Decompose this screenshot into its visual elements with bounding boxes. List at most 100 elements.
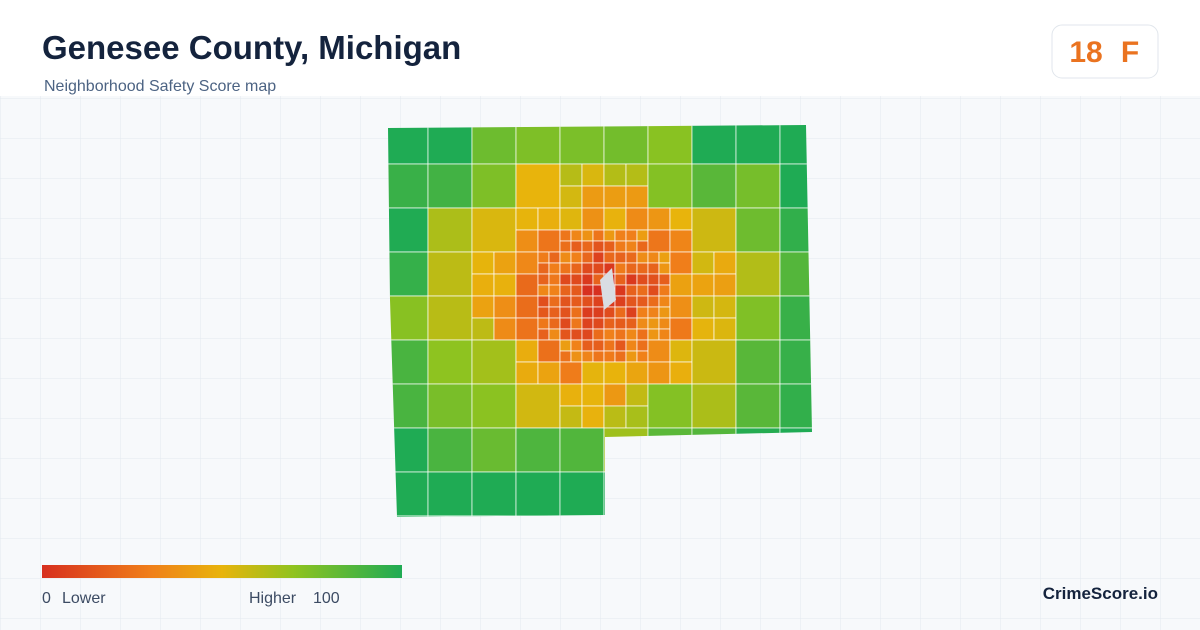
map-region [713, 251, 737, 275]
map-region [669, 361, 693, 385]
map-region [515, 317, 539, 341]
map-region [658, 328, 671, 341]
badge-box [1051, 24, 1159, 79]
map-region [537, 328, 550, 341]
map-region [570, 339, 583, 352]
map-region [603, 306, 616, 319]
map-region [537, 284, 550, 297]
map-region [581, 185, 605, 209]
map-region [636, 240, 649, 253]
map-region [581, 240, 594, 253]
map-region [636, 317, 649, 330]
map-region [735, 295, 781, 341]
map-region [559, 471, 605, 517]
map-region [581, 229, 594, 242]
map-region [603, 361, 627, 385]
map-region [625, 284, 638, 297]
map-region [559, 405, 583, 429]
map-region [592, 262, 605, 275]
map-region [592, 229, 605, 242]
map-region [691, 251, 715, 275]
map-region [537, 361, 561, 385]
map-region [515, 251, 539, 275]
map-region [581, 328, 594, 341]
map-region [537, 317, 550, 330]
map-region [603, 317, 616, 330]
map-region [559, 317, 572, 330]
map-region [636, 229, 649, 242]
map-region [614, 295, 627, 308]
map-region [388, 339, 429, 385]
map-region [669, 251, 693, 275]
map-region [603, 185, 627, 209]
map-region [570, 240, 583, 253]
map-region [515, 361, 539, 385]
map-region [625, 251, 638, 264]
map-region [570, 317, 583, 330]
map-region [548, 284, 561, 297]
map-region [427, 383, 473, 429]
header-band [0, 0, 1200, 96]
map-region [559, 185, 583, 209]
map-region [636, 295, 649, 308]
map-region [559, 240, 572, 253]
map-region [658, 295, 671, 308]
map-region [581, 383, 605, 407]
map-region [735, 163, 781, 209]
map-region [603, 251, 616, 264]
map-region [570, 295, 583, 308]
legend-min: 0 [42, 590, 51, 607]
map-region [559, 284, 572, 297]
map-region [691, 125, 737, 165]
map-region [603, 350, 616, 363]
map-region [625, 405, 649, 429]
map-region [592, 350, 605, 363]
map-region [625, 262, 638, 275]
map-region [713, 295, 737, 319]
map-region [658, 317, 671, 330]
map-region [735, 125, 781, 165]
map-region [581, 295, 594, 308]
map-region [647, 207, 671, 231]
map-region [614, 273, 627, 286]
map-region [658, 273, 671, 286]
map-region [603, 339, 616, 352]
map-region [537, 339, 561, 363]
subtitle: Neighborhood Safety Score map [44, 78, 276, 95]
map-region [493, 273, 517, 297]
map-region [779, 207, 812, 253]
map-region [735, 339, 781, 385]
map-region [388, 163, 429, 209]
map-region [625, 306, 638, 319]
map-region [570, 306, 583, 319]
map-region [388, 295, 429, 341]
map-region [603, 163, 627, 187]
map-region [570, 273, 583, 286]
map-region [515, 383, 561, 429]
map-region [427, 295, 473, 341]
map-region [691, 317, 715, 341]
map-region [581, 350, 594, 363]
map-region [581, 317, 594, 330]
map-region [691, 339, 737, 385]
map-region [625, 240, 638, 253]
map-region [614, 306, 627, 319]
map-region [636, 350, 649, 363]
map-region [647, 273, 660, 286]
map-region [570, 350, 583, 363]
map-region [614, 229, 627, 242]
map-region [548, 262, 561, 275]
map-region [471, 251, 495, 275]
map-region [537, 295, 550, 308]
map-region [636, 284, 649, 297]
map-region [713, 317, 737, 341]
map-region [658, 251, 671, 264]
map-region [559, 427, 605, 473]
map-region [537, 207, 561, 231]
map-region [592, 295, 605, 308]
map-region [570, 328, 583, 341]
legend-bar [42, 565, 402, 578]
map-region [515, 229, 539, 253]
map-region [636, 251, 649, 264]
map-region [614, 262, 627, 275]
